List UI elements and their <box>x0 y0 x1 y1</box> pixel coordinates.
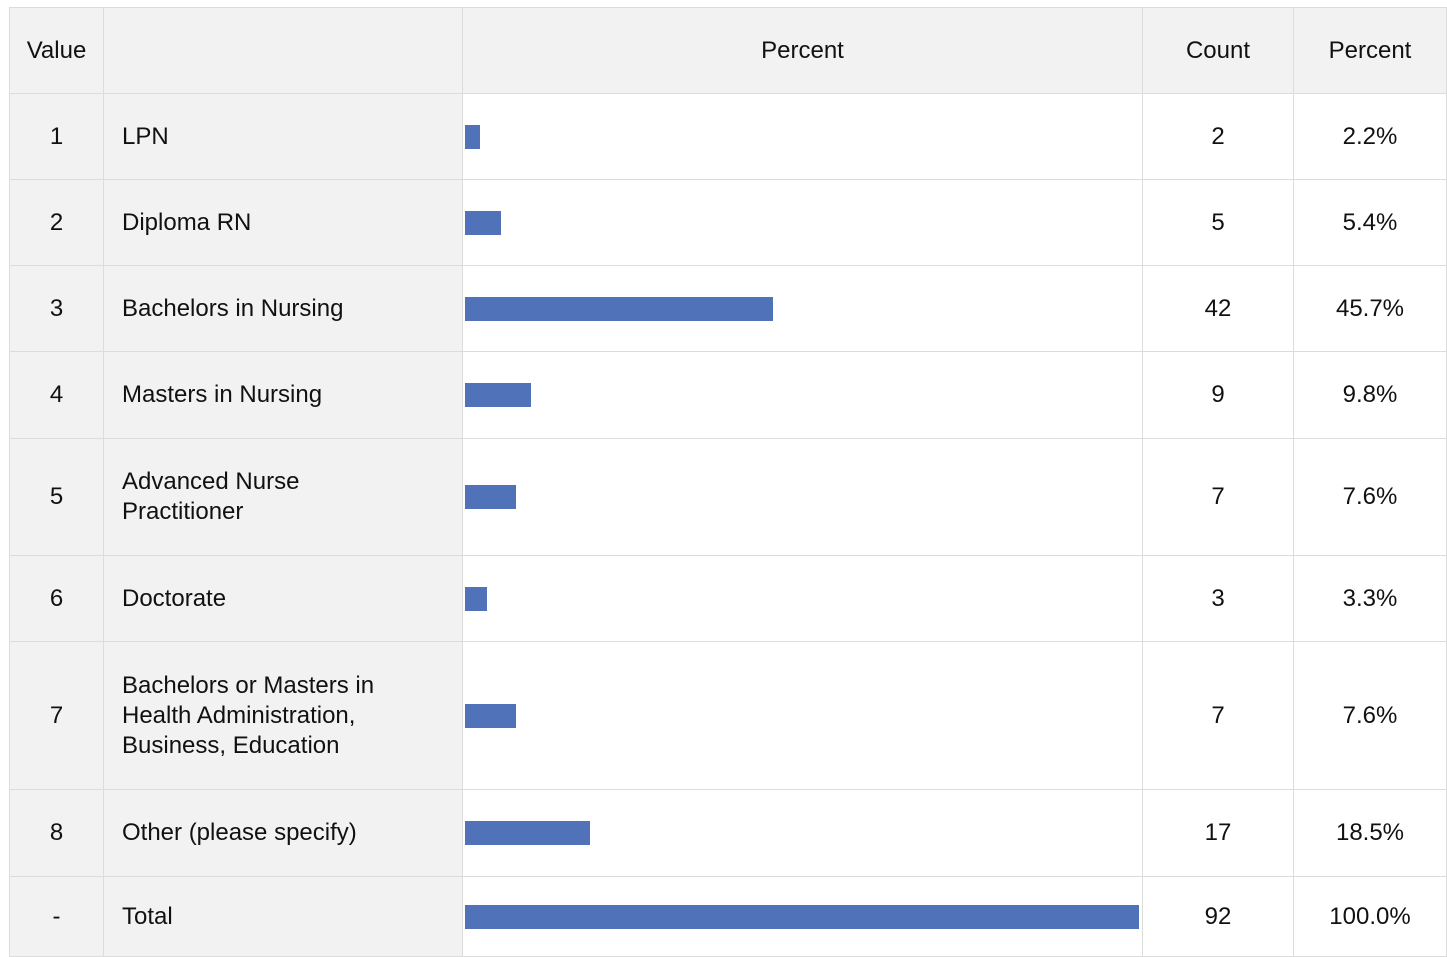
percent-cell: 100.0% <box>1293 876 1447 957</box>
label-text: Masters in Nursing <box>122 381 323 408</box>
percent-cell: 18.5% <box>1293 789 1447 877</box>
label-cell: LPN <box>103 93 463 180</box>
row: 1 LPN 2 2.2% <box>9 93 1447 180</box>
label-cell: Bachelors or Masters in Health Administr… <box>103 641 463 790</box>
bar <box>465 210 502 235</box>
bar <box>465 586 488 611</box>
row: - Total 92 100.0% <box>9 876 1447 957</box>
bar-cell <box>462 555 1143 642</box>
count-cell: 5 <box>1142 179 1294 266</box>
bar <box>465 703 517 728</box>
value-cell: 4 <box>9 351 104 439</box>
percent-cell: 45.7% <box>1293 265 1447 352</box>
label-text: LPN <box>122 122 169 150</box>
label-cell: Bachelors in Nursing <box>103 265 463 352</box>
count-cell: 92 <box>1142 876 1294 957</box>
row: 5 Advanced Nurse Practitioner 7 7.6% <box>9 438 1447 556</box>
value-cell: - <box>9 876 104 957</box>
label-text: Other (please specify) <box>122 819 357 846</box>
value-cell: 2 <box>9 179 104 266</box>
bar-cell <box>462 789 1143 877</box>
bar <box>465 821 590 845</box>
row: 8 Other (please specify) 17 18.5% <box>9 789 1447 877</box>
bar-cell <box>462 641 1143 790</box>
header-cell <box>103 7 463 94</box>
count-cell: 3 <box>1142 555 1294 642</box>
value-cell: 8 <box>9 789 104 877</box>
count-cell: 7 <box>1142 438 1294 556</box>
label-cell: Advanced Nurse Practitioner <box>103 438 463 556</box>
table-body: 1 LPN 2 2.2% 2 Diploma RN 5 5.4% 3 Bachelors in N… <box>9 93 1447 957</box>
header-cell: Percent <box>462 7 1143 94</box>
row: 6 Doctorate 3 3.3% <box>9 555 1447 642</box>
bar-cell <box>462 179 1143 266</box>
value-cell: 6 <box>9 555 104 642</box>
percent-cell: 5.4% <box>1293 179 1447 266</box>
bar <box>465 485 517 509</box>
bar-cell <box>462 93 1143 180</box>
label-text: Bachelors or Masters in Health Administr… <box>122 671 375 759</box>
bar-cell <box>462 438 1143 556</box>
label-cell: Masters in Nursing <box>103 351 463 439</box>
header-row: Value Percent Count Percent <box>9 7 1447 94</box>
header-cell: Percent <box>1293 7 1447 94</box>
row: 3 Bachelors in Nursing 42 45.7% <box>9 265 1447 352</box>
bar <box>465 383 532 407</box>
header-cell: Count <box>1142 7 1294 94</box>
row: 2 Diploma RN 5 5.4% <box>9 179 1447 266</box>
row: 7 Bachelors or Masters in Health Administ… <box>9 641 1447 790</box>
bar <box>465 296 774 321</box>
row: 4 Masters in Nursing 9 9.8% <box>9 351 1447 439</box>
percent-cell: 7.6% <box>1293 438 1447 556</box>
label-text: Diploma RN <box>122 208 252 236</box>
value-cell: 5 <box>9 438 104 556</box>
label-text: Advanced Nurse Practitioner <box>122 468 300 525</box>
label-text: Total <box>122 902 173 930</box>
value-cell: 1 <box>9 93 104 180</box>
bar-cell <box>462 351 1143 439</box>
count-cell: 42 <box>1142 265 1294 352</box>
bar-cell <box>462 265 1143 352</box>
label-cell: Total <box>103 876 463 957</box>
label-text: Doctorate <box>122 584 227 612</box>
bar <box>465 124 480 149</box>
count-cell: 7 <box>1142 641 1294 790</box>
bar-cell <box>462 876 1143 957</box>
percent-cell: 2.2% <box>1293 93 1447 180</box>
count-cell: 2 <box>1142 93 1294 180</box>
percent-cell: 3.3% <box>1293 555 1447 642</box>
frequency-table: Value Percent Count Percent 1 LPN 2 2.2% 2 Di… <box>9 7 1447 957</box>
bar <box>465 904 1139 929</box>
value-cell: 7 <box>9 641 104 790</box>
value-cell: 3 <box>9 265 104 352</box>
percent-cell: 7.6% <box>1293 641 1447 790</box>
label-cell: Diploma RN <box>103 179 463 266</box>
label-cell: Doctorate <box>103 555 463 642</box>
percent-cell: 9.8% <box>1293 351 1447 439</box>
count-cell: 9 <box>1142 351 1294 439</box>
count-cell: 17 <box>1142 789 1294 877</box>
label-cell: Other (please specify) <box>103 789 463 877</box>
label-text: Bachelors in Nursing <box>122 294 344 322</box>
header-cell: Value <box>9 7 104 94</box>
